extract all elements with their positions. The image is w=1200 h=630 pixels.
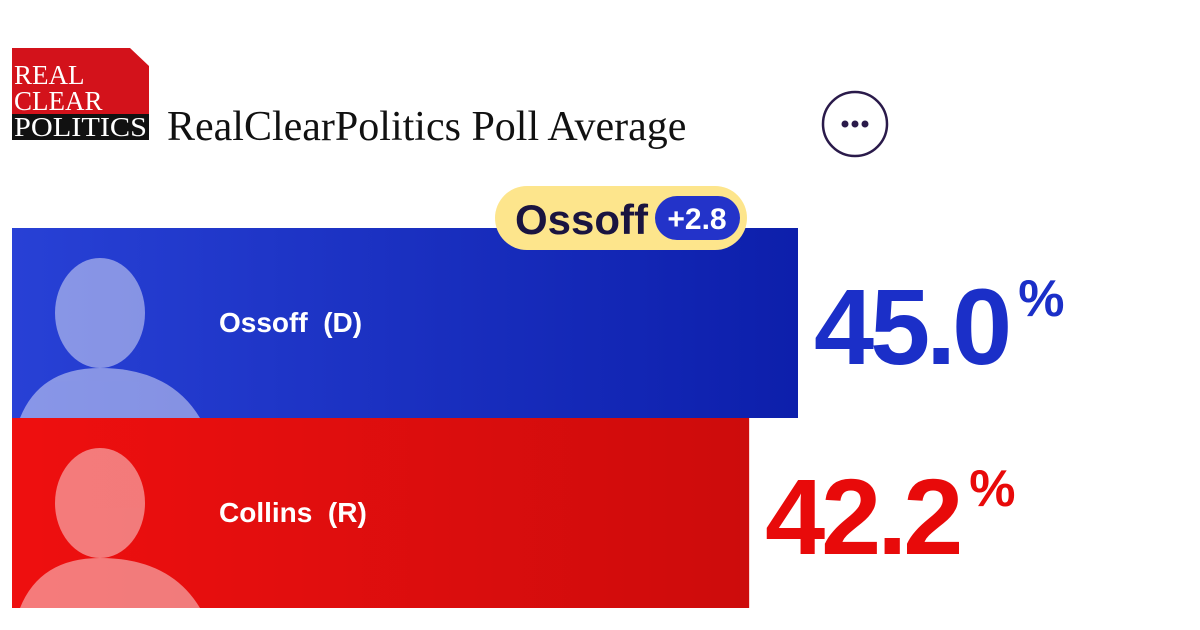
logo-text: REAL — [14, 60, 85, 90]
lead-pill — [655, 196, 740, 240]
lead-name: Ossoff — [515, 196, 649, 243]
value-unit: % — [1018, 270, 1064, 328]
portrait-body — [20, 368, 200, 418]
lead-margin: +2.8 — [667, 203, 726, 236]
logo-text: POLITICS — [14, 112, 147, 142]
value-unit: % — [969, 460, 1015, 518]
portrait — [20, 258, 200, 418]
candidate-label: Collins (R) — [219, 497, 367, 528]
logo-corner — [130, 48, 149, 66]
logo-text: CLEAR — [14, 86, 103, 116]
more-button[interactable] — [821, 90, 889, 158]
portrait-head — [55, 448, 145, 558]
value-label: 45.0 — [814, 266, 1008, 387]
portrait — [20, 448, 200, 608]
logo: REAL CLEAR POLITICS — [12, 48, 149, 142]
portrait-head — [55, 258, 145, 368]
dot — [851, 120, 859, 128]
candidate-label: Ossoff (D) — [219, 307, 362, 338]
dot — [841, 120, 849, 128]
bar-shade — [12, 418, 750, 608]
title: RealClearPolitics Poll Average — [167, 104, 686, 150]
logo-band — [12, 114, 149, 140]
value-label: 42.2 — [765, 456, 959, 577]
portrait-body — [20, 558, 200, 608]
dot — [861, 120, 869, 128]
bar-shade — [12, 228, 798, 418]
